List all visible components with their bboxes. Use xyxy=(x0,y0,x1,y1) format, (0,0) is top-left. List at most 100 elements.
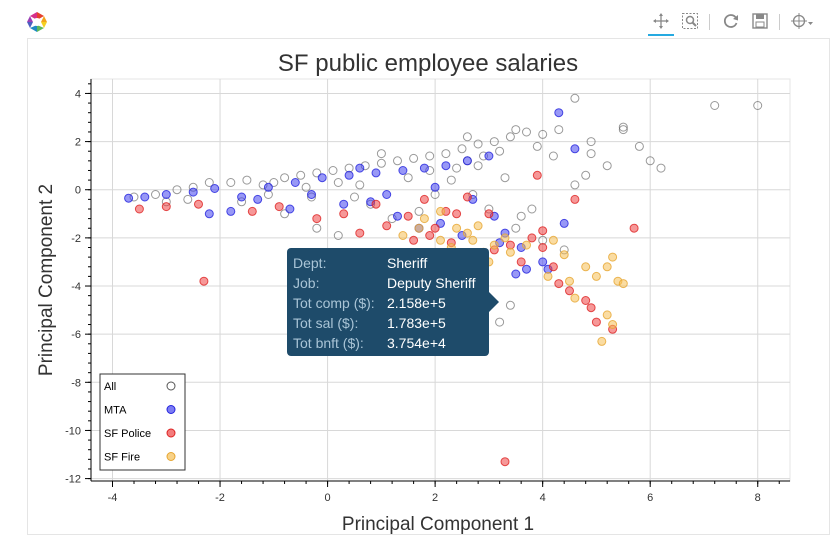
sf-police-point[interactable] xyxy=(247,206,257,216)
sf-fire-point[interactable] xyxy=(602,310,612,320)
all-point[interactable] xyxy=(301,182,311,192)
all-point[interactable] xyxy=(296,170,306,180)
sf-fire-point[interactable] xyxy=(522,240,531,250)
all-point[interactable] xyxy=(425,151,435,161)
mta-point[interactable] xyxy=(393,211,402,221)
sf-police-point[interactable] xyxy=(554,279,564,289)
all-point[interactable] xyxy=(538,129,548,139)
sf-police-point[interactable] xyxy=(516,257,526,267)
all-point[interactable] xyxy=(495,146,505,156)
all-point[interactable] xyxy=(489,137,499,147)
all-point[interactable] xyxy=(355,180,365,190)
mta-point[interactable] xyxy=(371,168,381,178)
mta-point[interactable] xyxy=(441,161,451,171)
all-point[interactable] xyxy=(333,178,343,187)
mta-point[interactable] xyxy=(355,163,365,173)
all-point[interactable] xyxy=(753,101,763,110)
sf-fire-point[interactable] xyxy=(419,214,429,224)
sf-fire-point[interactable] xyxy=(500,233,510,243)
sf-fire-point[interactable] xyxy=(414,223,424,233)
all-point[interactable] xyxy=(586,137,596,147)
mta-point[interactable] xyxy=(570,144,580,154)
all-point[interactable] xyxy=(473,161,483,171)
sf-fire-point[interactable] xyxy=(597,336,607,346)
all-point[interactable] xyxy=(548,151,558,161)
all-point[interactable] xyxy=(333,231,343,240)
sf-police-point[interactable] xyxy=(570,194,580,204)
all-point[interactable] xyxy=(242,175,252,185)
mta-point[interactable] xyxy=(511,269,521,279)
mta-point[interactable] xyxy=(285,204,295,214)
sf-police-point[interactable] xyxy=(462,192,472,202)
all-point[interactable] xyxy=(446,175,456,185)
sf-police-point[interactable] xyxy=(134,204,144,214)
sf-police-point[interactable] xyxy=(629,223,639,233)
sf-police-point[interactable] xyxy=(371,199,381,209)
sf-police-point[interactable] xyxy=(355,228,365,238)
sf-police-point[interactable] xyxy=(500,457,510,467)
mta-point[interactable] xyxy=(226,206,236,216)
sf-police-point[interactable] xyxy=(484,209,494,219)
all-point[interactable] xyxy=(602,161,612,171)
sf-fire-point[interactable] xyxy=(559,250,569,260)
sf-police-point[interactable] xyxy=(382,221,392,231)
mta-point[interactable] xyxy=(522,264,531,274)
sf-police-point[interactable] xyxy=(339,209,349,219)
all-point[interactable] xyxy=(409,153,419,163)
mta-point[interactable] xyxy=(140,192,150,202)
mta-point[interactable] xyxy=(124,193,134,203)
mta-point[interactable] xyxy=(344,170,354,180)
all-point[interactable] xyxy=(312,168,322,178)
all-point[interactable] xyxy=(457,144,467,154)
sf-fire-point[interactable] xyxy=(473,221,483,231)
all-point[interactable] xyxy=(151,190,160,199)
mta-point[interactable] xyxy=(253,194,263,204)
all-point[interactable] xyxy=(393,156,402,166)
all-point[interactable] xyxy=(328,166,338,175)
sf-fire-point[interactable] xyxy=(436,235,445,245)
all-point[interactable] xyxy=(570,93,580,103)
all-point[interactable] xyxy=(511,125,521,135)
save-tool[interactable] xyxy=(747,8,773,34)
all-point[interactable] xyxy=(554,125,564,135)
sf-police-point[interactable] xyxy=(538,226,548,236)
all-point[interactable] xyxy=(204,178,214,187)
sf-police-point[interactable] xyxy=(199,276,209,286)
sf-police-point[interactable] xyxy=(312,214,322,224)
sf-police-point[interactable] xyxy=(586,303,596,313)
sf-police-point[interactable] xyxy=(194,199,203,209)
mta-point[interactable] xyxy=(398,166,408,175)
all-point[interactable] xyxy=(586,149,596,159)
all-point[interactable] xyxy=(441,149,451,159)
mta-point[interactable] xyxy=(559,218,569,228)
reset-tool[interactable] xyxy=(718,8,744,34)
sf-fire-point[interactable] xyxy=(452,223,462,233)
mta-point[interactable] xyxy=(317,173,327,183)
mta-point[interactable] xyxy=(307,190,316,199)
mta-point[interactable] xyxy=(419,163,429,173)
all-point[interactable] xyxy=(495,317,505,327)
all-point[interactable] xyxy=(183,194,193,204)
all-point[interactable] xyxy=(570,180,580,190)
all-point[interactable] xyxy=(581,170,591,180)
sf-fire-point[interactable] xyxy=(608,320,618,329)
box-zoom-tool[interactable] xyxy=(677,8,703,34)
all-point[interactable] xyxy=(269,178,279,187)
mta-point[interactable] xyxy=(204,209,214,219)
sf-fire-point[interactable] xyxy=(543,271,553,281)
sf-fire-point[interactable] xyxy=(436,206,445,216)
all-point[interactable] xyxy=(403,173,413,183)
all-point[interactable] xyxy=(634,141,644,151)
sf-police-point[interactable] xyxy=(527,233,537,243)
all-point[interactable] xyxy=(618,125,628,135)
all-point[interactable] xyxy=(172,185,182,195)
sf-police-point[interactable] xyxy=(274,202,284,212)
sf-police-point[interactable] xyxy=(581,296,591,305)
sf-fire-point[interactable] xyxy=(468,235,478,245)
sf-fire-point[interactable] xyxy=(462,228,472,238)
all-point[interactable] xyxy=(522,127,531,137)
sf-fire-point[interactable] xyxy=(505,247,515,257)
all-point[interactable] xyxy=(226,178,236,187)
all-point[interactable] xyxy=(527,204,537,214)
